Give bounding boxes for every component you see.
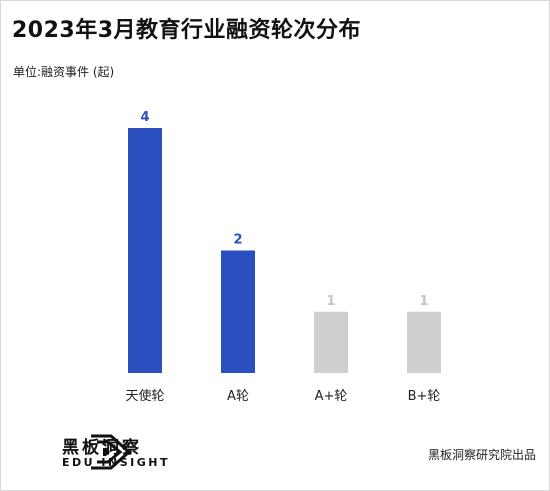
bar-2 (314, 311, 348, 373)
unit-label: 单位:融资事件 (起) (13, 65, 115, 79)
brand-name: 黑板洞察 (62, 438, 142, 458)
category-label-1: A轮 (227, 389, 249, 404)
brand-subtitle: EDU INSIGHT (62, 456, 170, 469)
category-label-2: A+轮 (315, 389, 348, 404)
source-credit: 黑板洞察研究院出品 (427, 448, 536, 462)
bar-3 (407, 311, 441, 373)
data-label-1: 2 (233, 233, 242, 248)
data-label-2: 1 (326, 294, 335, 309)
bar-1 (221, 250, 255, 373)
data-label-3: 1 (419, 294, 428, 309)
brand-logo-icon (91, 434, 132, 470)
category-label-3: B+轮 (408, 389, 441, 404)
bar-0 (128, 128, 162, 373)
data-label-0: 4 (140, 110, 149, 125)
chart-title: 2023年3月教育行业融资轮次分布 (12, 18, 362, 43)
category-label-0: 天使轮 (125, 388, 164, 404)
